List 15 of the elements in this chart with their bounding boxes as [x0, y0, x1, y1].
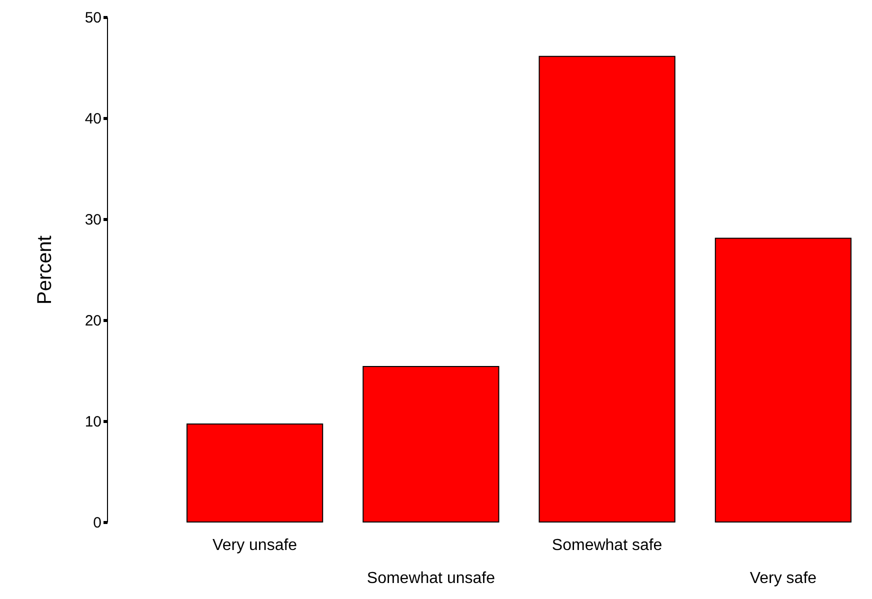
x-tick-label: Somewhat unsafe [366, 570, 496, 587]
y-tick-label: 30 [84, 212, 102, 228]
bar [714, 238, 852, 522]
y-axis-title: Percent [34, 235, 56, 304]
y-tick-label: 50 [84, 10, 102, 26]
x-tick-label: Very unsafe [212, 537, 298, 554]
y-tick-label: 20 [84, 312, 102, 330]
y-tick-label: 10 [84, 414, 102, 430]
y-tick-label: 0 [93, 514, 102, 532]
bar [186, 424, 324, 522]
y-tick-label: 40 [84, 110, 102, 128]
bar [362, 366, 500, 522]
x-tick-label: Somewhat safe [552, 537, 662, 554]
bar [538, 56, 676, 522]
x-tick-label: Very safe [750, 570, 817, 587]
